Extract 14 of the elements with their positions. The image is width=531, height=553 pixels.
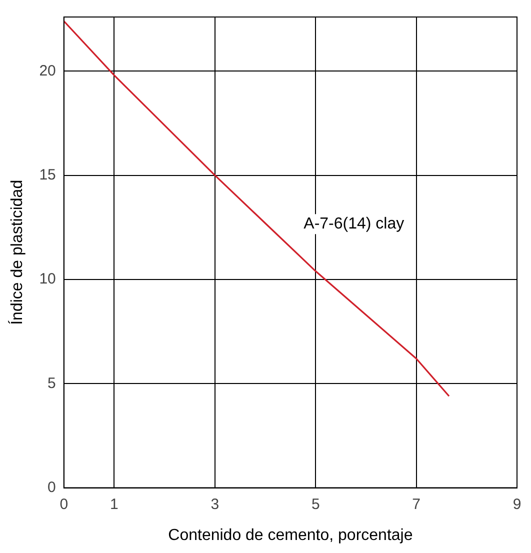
x-tick-label: 1 xyxy=(110,496,118,513)
x-tick-label: 9 xyxy=(512,496,522,513)
annotation: A-7-6(14) clay xyxy=(304,216,404,233)
y-tick-label: 15 xyxy=(39,166,56,184)
y-tick-label: 0 xyxy=(48,478,56,496)
y-axis-title: Índice de plasticidad xyxy=(8,180,26,325)
x-tick-label: 3 xyxy=(210,496,220,513)
x-tick-label: 7 xyxy=(412,496,420,513)
x-tick-label: 0 xyxy=(60,496,68,513)
x-tick-label: 5 xyxy=(311,496,320,513)
x-axis-title: Contenido de cemento, porcentaje xyxy=(168,526,413,544)
y-tick-label: 5 xyxy=(48,374,56,392)
y-tick-label: 20 xyxy=(39,62,56,80)
y-tick-label: 10 xyxy=(39,270,56,288)
